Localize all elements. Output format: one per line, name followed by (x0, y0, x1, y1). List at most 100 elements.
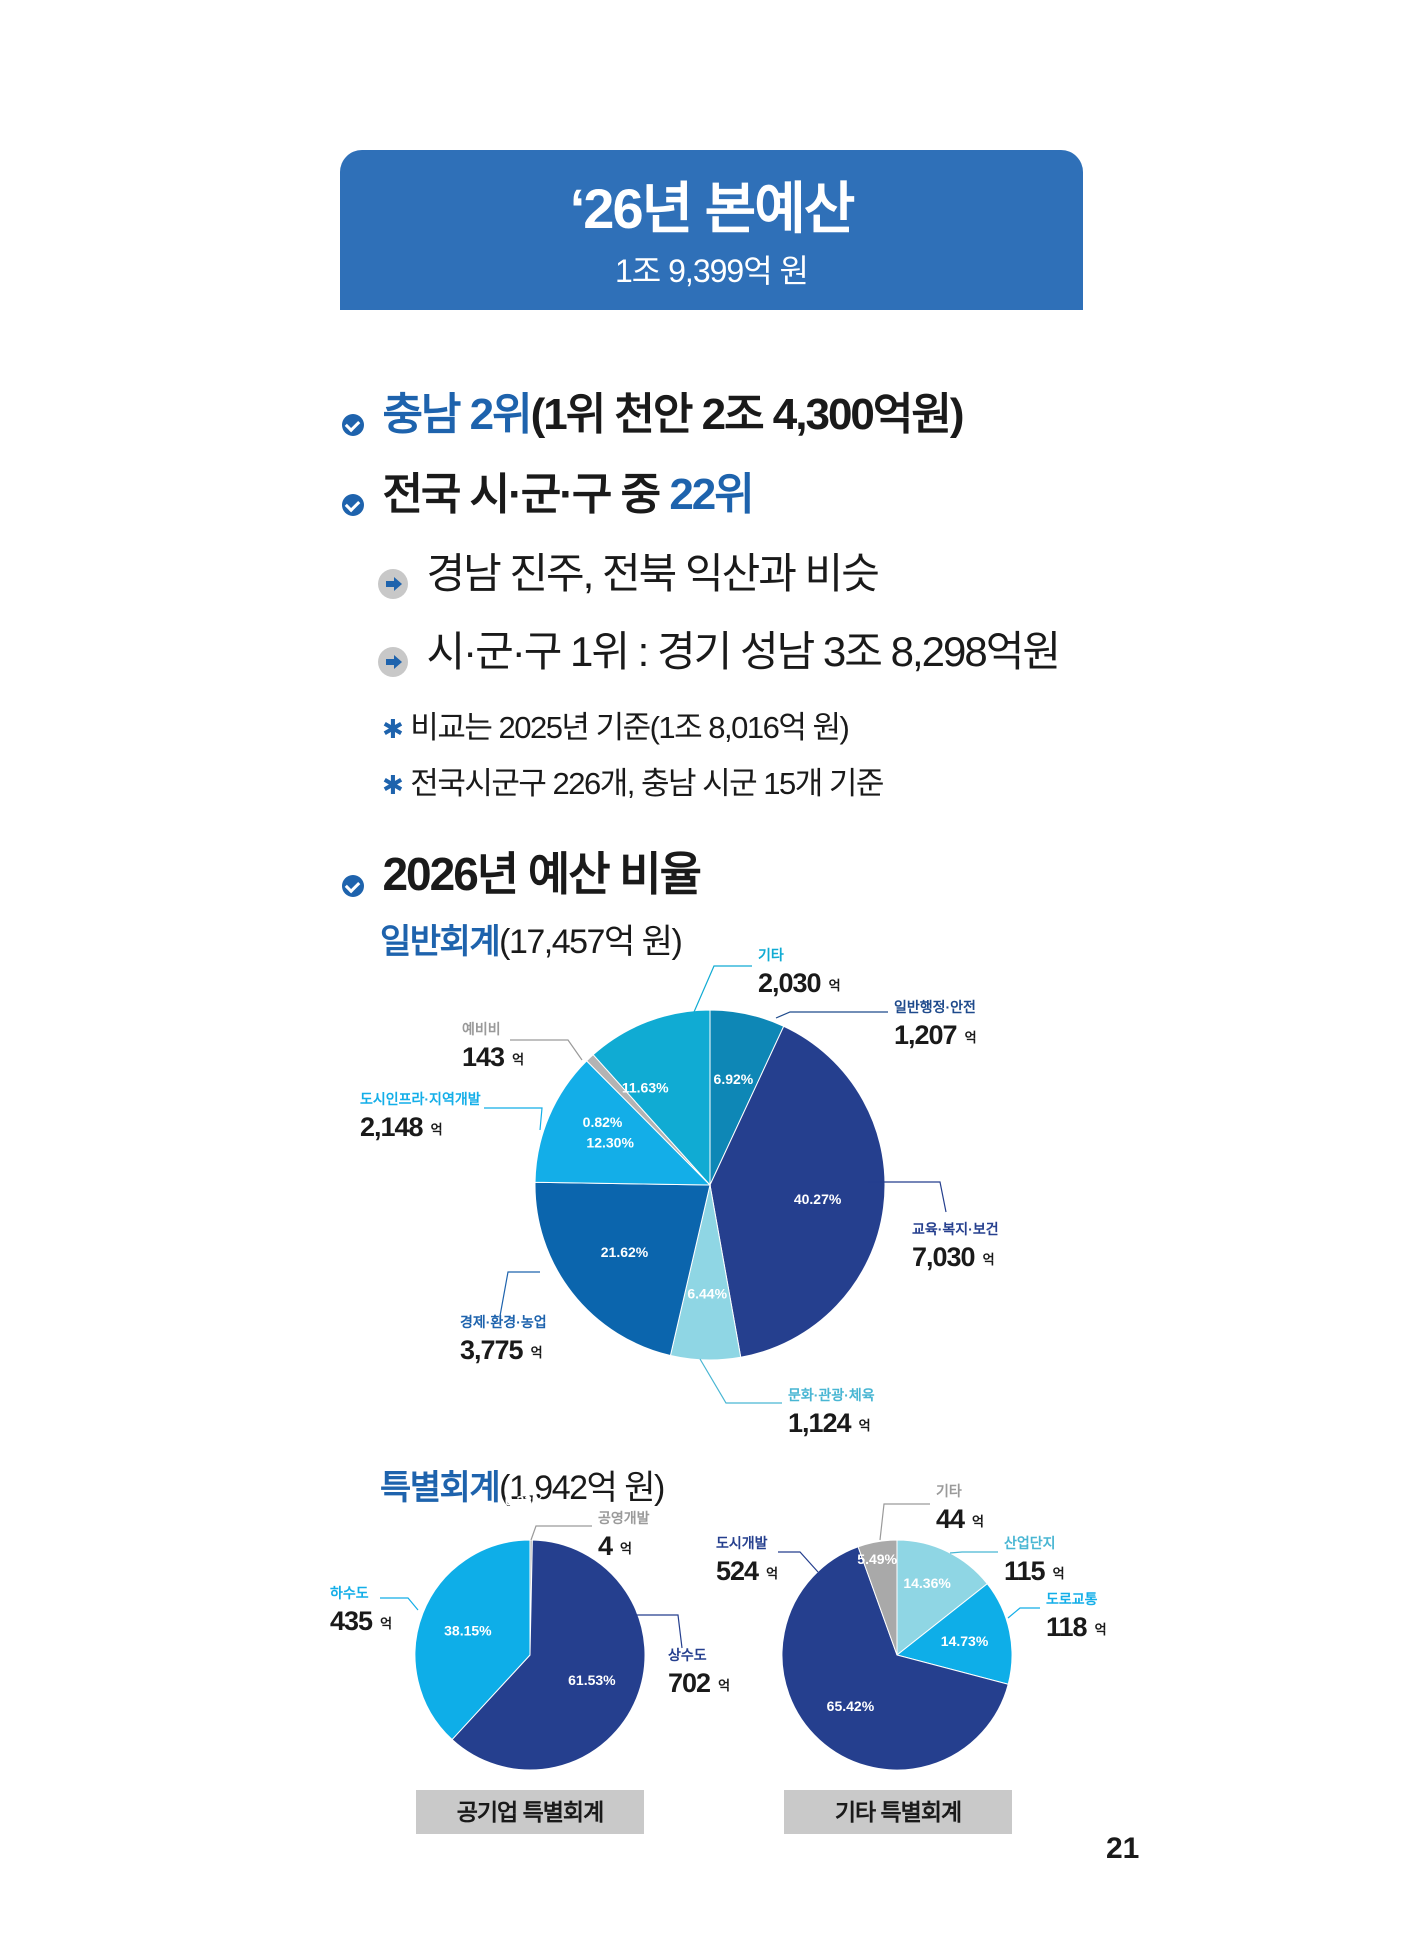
slice-percent-label: 40.27% (794, 1191, 842, 1207)
slice-value-label: 2,030 (758, 968, 821, 998)
slice-value-label: 3,775 (460, 1335, 524, 1365)
chungnam-rank-highlight: 충남 2위 (382, 390, 532, 439)
slice-unit-label: 억 (718, 1678, 730, 1693)
arrow-right-icon (378, 646, 408, 677)
slice-percent-label: 6.92% (714, 1071, 754, 1087)
slice-unit-label: 억 (965, 1030, 977, 1045)
callout-line (636, 1614, 683, 1649)
national-rank-text: 전국 시·군·구 중 (382, 470, 670, 519)
slice-percent-label: 61.53% (568, 1672, 616, 1688)
special-account-total: (1,942억 원) (499, 1469, 665, 1507)
slice-value-label: 1,124 (788, 1408, 852, 1438)
pie-chart-0: 6.92% 일반행정·안전 1,207 억 40.27% 교육·복지·보건 7,030 억 6.… (360, 947, 999, 1438)
slice-category-label: 도로교통 (1046, 1591, 1098, 1607)
special-account-title: 특별회계(1,942억 원) (380, 1460, 665, 1509)
section-title: 2026년 예산 비율 (382, 848, 701, 900)
slice-percent-label: 14.36% (903, 1575, 951, 1591)
slice-percent-label: 0.33% (505, 1492, 545, 1508)
callout-line (1007, 1607, 1040, 1619)
slice-percent-label: 21.62% (601, 1244, 649, 1260)
slice-category-label: 도시개발 (716, 1535, 768, 1551)
callout-line (380, 1597, 419, 1611)
slice-unit-label: 억 (620, 1541, 632, 1556)
slice-unit-label: 억 (766, 1566, 778, 1581)
note-basis-text: 전국시군구 226개, 충남 시군 15개 기준 (410, 766, 884, 801)
note-comparison-text: 비교는 2025년 기준(1조 8,016억 원) (410, 710, 850, 745)
slice-category-label: 하수도 (330, 1585, 369, 1601)
slice-percent-label: 0.82% (583, 1114, 623, 1130)
slice-value-label: 115 (1004, 1556, 1046, 1586)
callout-line (868, 1181, 947, 1213)
general-account-label: 일반회계 (380, 923, 501, 961)
callout-line (879, 1503, 930, 1541)
slice-value-label: 2,148 (360, 1112, 424, 1142)
slice-category-label: 문화·관광·체육 (788, 1387, 875, 1403)
check-icon (342, 874, 364, 897)
special-account-label: 특별회계 (380, 1469, 501, 1507)
pie-slice (895, 1583, 1013, 1685)
pie-slice (857, 1539, 898, 1656)
slice-category-label: 산업단지 (1004, 1535, 1056, 1551)
bullet-chungnam-rank: 충남 2위(1위 천안 2조 4,300억원) (342, 378, 965, 442)
slice-unit-label: 억 (829, 978, 841, 993)
general-account-total: (17,457억 원) (499, 923, 683, 961)
callout-line (484, 1107, 543, 1131)
pie-chart-2: 14.36% 산업단지 115 억 14.73% 도로교통 118 억 65.42% 도시개발 52… (716, 1483, 1107, 1771)
bullet-similar: 경남 진주, 전북 익산과 비슷 (378, 540, 880, 601)
caption-public-enterprise: 공기업 특별회계 (416, 1790, 644, 1834)
pie-slice (781, 1546, 1009, 1771)
slice-value-label: 524 (716, 1556, 759, 1586)
slice-value-label: 435 (330, 1606, 373, 1636)
slice-unit-label: 억 (1095, 1622, 1107, 1637)
note-basis: ✱ 전국시군구 226개, 충남 시군 15개 기준 (382, 758, 884, 803)
section-header: 2026년 예산 비율 (342, 838, 702, 904)
banner-title: ‘26년 본예산 (569, 177, 856, 240)
callout-line (778, 1551, 819, 1573)
pie-slice (592, 1009, 711, 1187)
slice-category-label: 기타 (936, 1483, 962, 1499)
check-icon (342, 413, 364, 436)
chungnam-rank-detail: (1위 천안 2조 4,300억원) (530, 390, 965, 439)
pie-slice (709, 1025, 886, 1358)
slice-unit-label: 억 (512, 1052, 524, 1067)
arrow-right-icon (378, 568, 408, 599)
slice-unit-label: 억 (531, 1345, 543, 1360)
callout-line (530, 1525, 592, 1541)
bullet-top-national: 시·군·구 1위 : 경기 성남 3조 8,298억원 (378, 618, 1061, 679)
banner-subtitle: 1조 9,399억 원 (615, 253, 809, 289)
caption-other-special: 기타 특별회계 (784, 1790, 1012, 1834)
slice-percent-label: 38.15% (444, 1623, 492, 1639)
slice-value-label: 118 (1046, 1612, 1088, 1642)
callout-line (775, 1011, 888, 1019)
general-account-title: 일반회계(17,457억 원) (380, 914, 683, 963)
slice-percent-label: 5.49% (857, 1551, 897, 1567)
slice-value-label: 4 (598, 1531, 613, 1561)
slice-category-label: 도시인프라·지역개발 (360, 1091, 481, 1107)
slice-value-label: 44 (936, 1504, 965, 1534)
pie-slice (534, 1181, 711, 1357)
pie-slice (451, 1539, 646, 1771)
slice-value-label: 702 (668, 1668, 710, 1698)
check-icon (342, 493, 364, 516)
slice-unit-label: 억 (859, 1418, 871, 1433)
similar-cities-text: 경남 진주, 전북 익산과 비슷 (426, 550, 879, 597)
bullet-national-rank: 전국 시·군·구 중 22위 (342, 458, 755, 522)
slice-percent-label: 12.30% (586, 1135, 634, 1151)
slice-unit-label: 억 (431, 1122, 443, 1137)
slice-category-label: 예비비 (462, 1021, 501, 1037)
asterisk-icon: ✱ (382, 770, 404, 800)
callout-line (499, 1271, 540, 1317)
slice-category-label: 공영개발 (598, 1510, 650, 1526)
national-rank-highlight: 22위 (669, 470, 754, 519)
slice-category-label: 일반행정·안전 (894, 999, 976, 1015)
pie-slice (534, 1060, 712, 1186)
slice-percent-label: 14.73% (941, 1633, 989, 1649)
note-comparison: ✱ 비교는 2025년 기준(1조 8,016억 원) (382, 702, 850, 747)
slice-category-label: 교육·복지·보건 (912, 1221, 999, 1237)
slice-category-label: 경제·환경·농업 (460, 1314, 547, 1330)
callout-line (693, 965, 752, 1013)
callout-line (510, 1039, 583, 1061)
slice-category-label: 상수도 (668, 1647, 707, 1663)
